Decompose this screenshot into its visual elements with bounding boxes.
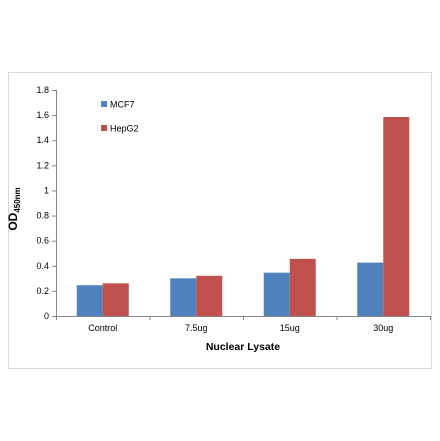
x-tick-label: 7.5ug [185, 323, 208, 333]
legend-label-mcf7: MCF7 [110, 100, 135, 110]
bar-mcf7-75ug [170, 278, 197, 316]
y-tick-label: 1.8 [36, 85, 49, 95]
y-tick-label: 0.6 [36, 236, 49, 246]
legend: MCF7 HepG2 [101, 100, 139, 134]
bars-group [76, 116, 410, 316]
bar-hepg2-30ug [383, 116, 410, 316]
x-tick-label: 15ug [280, 323, 300, 333]
chart-frame [8, 72, 432, 369]
y-axis-title-subscript: 450nm [13, 187, 22, 212]
y-axis-title-main: OD [6, 212, 20, 230]
bar-mcf7-30ug [357, 262, 384, 316]
legend-swatch-hepg2 [101, 125, 107, 131]
y-tick-label: 1.2 [36, 160, 49, 170]
y-tick-label: 0.2 [36, 286, 49, 296]
bar-hepg2-control [102, 283, 129, 316]
y-tick-label: 1.4 [36, 135, 49, 145]
x-axis-ticks: Control 7.5ug 15ug 30ug [56, 316, 431, 333]
x-tick-label: 30ug [373, 323, 393, 333]
legend-swatch-mcf7 [101, 101, 107, 107]
y-axis-title: OD450nm [6, 187, 22, 230]
y-tick-label: 0.8 [36, 211, 49, 221]
y-tick-label: 1 [44, 185, 49, 195]
bar-hepg2-75ug [196, 275, 223, 316]
bar-hepg2-15ug [289, 258, 316, 316]
y-tick-label: 1.6 [36, 110, 49, 120]
legend-label-hepg2: HepG2 [110, 124, 139, 134]
y-tick-label: 0 [44, 311, 49, 321]
bar-mcf7-control [76, 285, 103, 316]
y-tick-label: 0.4 [36, 261, 49, 271]
bar-mcf7-15ug [263, 272, 290, 316]
x-axis-title: Nuclear Lysate [206, 341, 280, 353]
y-axis-ticks: 0 0.2 0.4 0.6 0.8 1 1.2 1.4 1.6 1.8 [36, 85, 56, 321]
x-tick-label: Control [88, 323, 117, 333]
